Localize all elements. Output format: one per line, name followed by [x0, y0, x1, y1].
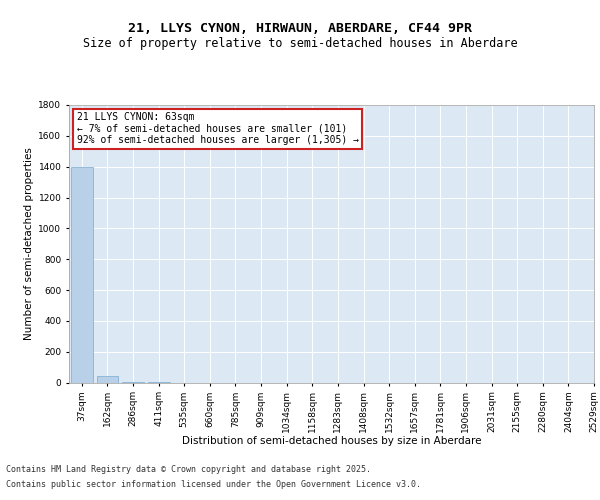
Bar — [71, 166, 92, 382]
Y-axis label: Number of semi-detached properties: Number of semi-detached properties — [24, 148, 34, 340]
X-axis label: Distribution of semi-detached houses by size in Aberdare: Distribution of semi-detached houses by … — [182, 436, 481, 446]
Text: Contains HM Land Registry data © Crown copyright and database right 2025.: Contains HM Land Registry data © Crown c… — [6, 465, 371, 474]
Text: 21 LLYS CYNON: 63sqm
← 7% of semi-detached houses are smaller (101)
92% of semi-: 21 LLYS CYNON: 63sqm ← 7% of semi-detach… — [77, 112, 359, 145]
Text: Size of property relative to semi-detached houses in Aberdare: Size of property relative to semi-detach… — [83, 38, 517, 51]
Bar — [97, 376, 118, 382]
Text: 21, LLYS CYNON, HIRWAUN, ABERDARE, CF44 9PR: 21, LLYS CYNON, HIRWAUN, ABERDARE, CF44 … — [128, 22, 472, 36]
Text: Contains public sector information licensed under the Open Government Licence v3: Contains public sector information licen… — [6, 480, 421, 489]
